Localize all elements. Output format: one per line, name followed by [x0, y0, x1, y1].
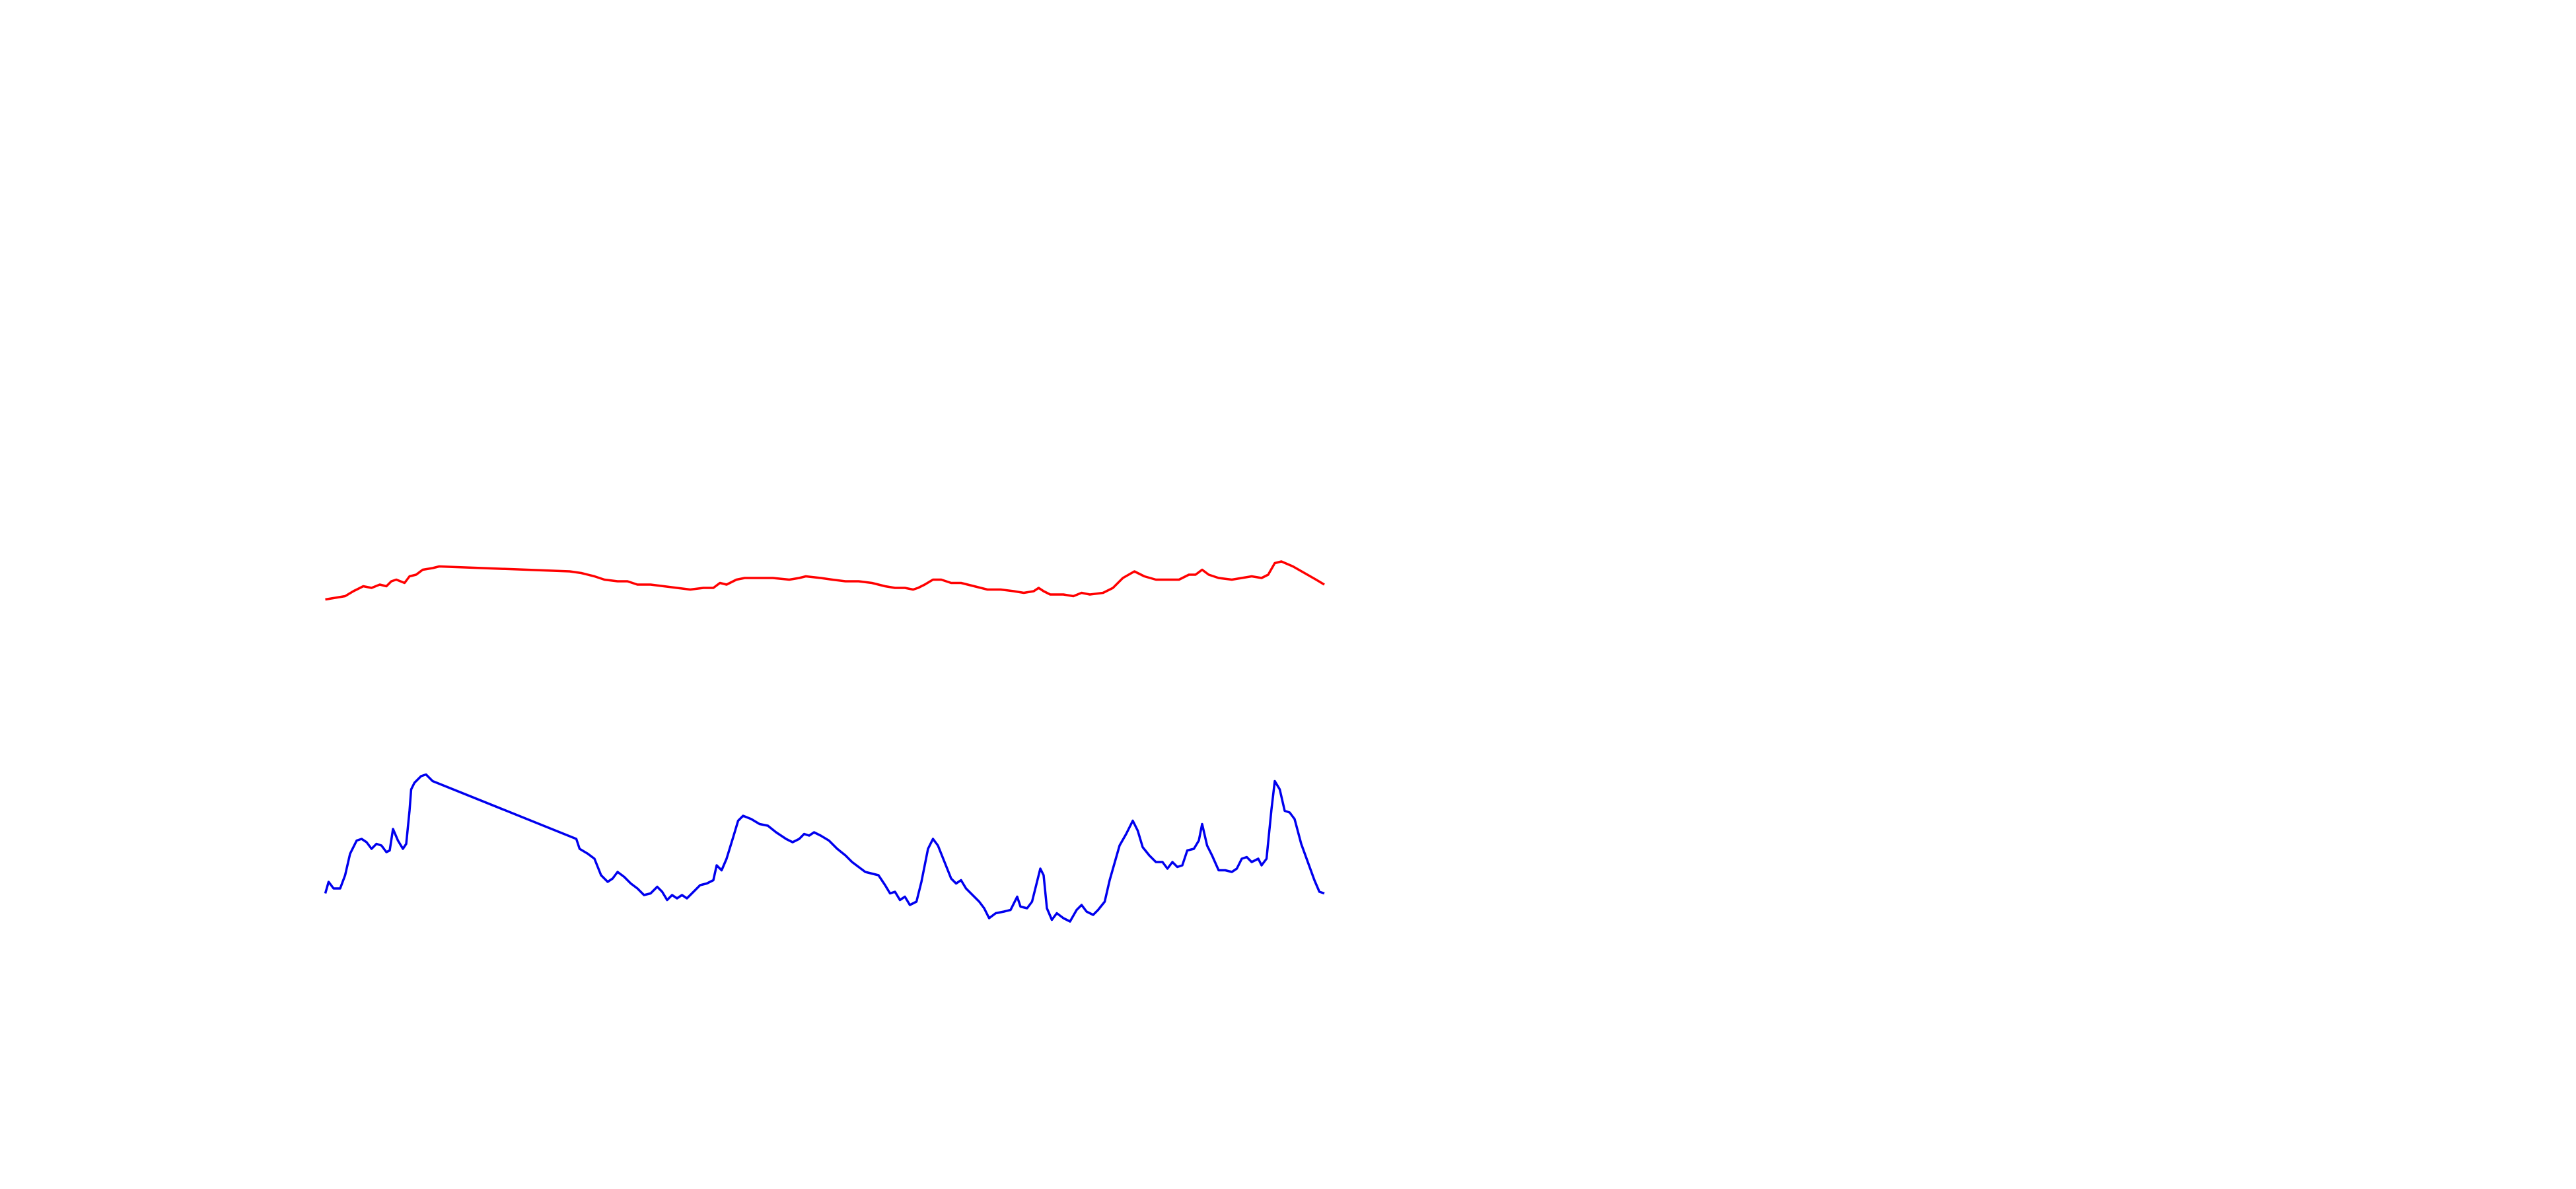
- data-line: [324, 773, 1325, 923]
- data-line: [325, 560, 1325, 601]
